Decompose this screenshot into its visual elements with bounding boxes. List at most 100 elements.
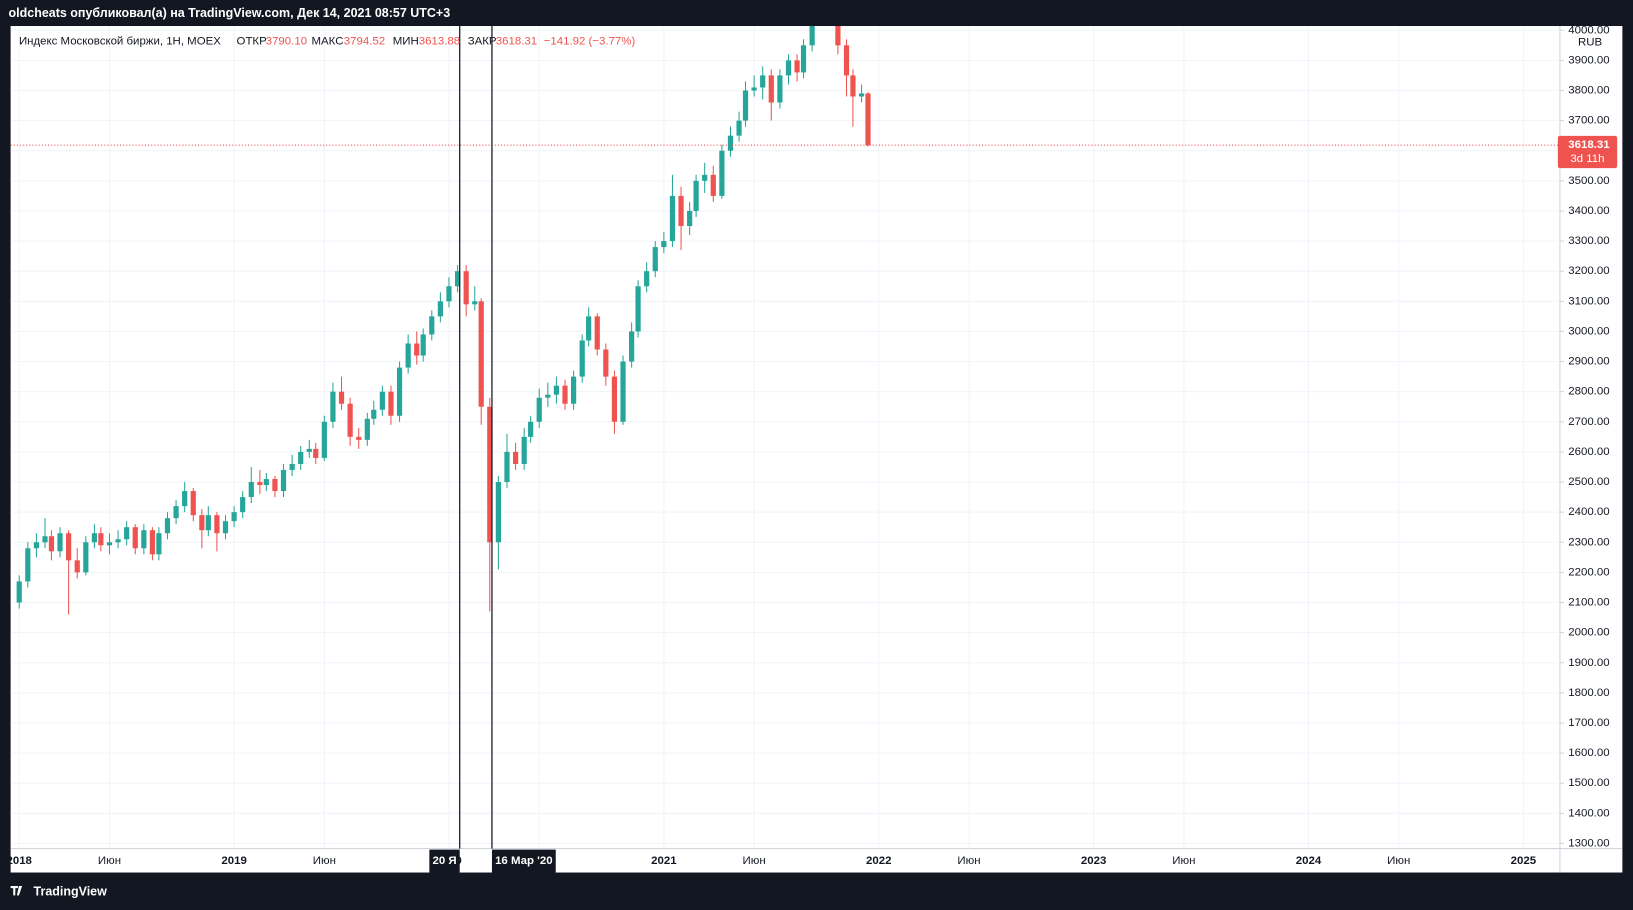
y-tick-label: 3700.00 bbox=[1568, 115, 1609, 127]
candle-body bbox=[719, 150, 725, 196]
y-tick-label: 2700.00 bbox=[1568, 416, 1609, 428]
candle-body bbox=[768, 75, 774, 103]
x-tick-label: Июн bbox=[957, 855, 980, 867]
y-tick-label: 1800.00 bbox=[1568, 687, 1609, 699]
candle-body bbox=[635, 286, 641, 332]
countdown-label: 3d 11h bbox=[1570, 153, 1604, 165]
candle-body bbox=[414, 343, 420, 356]
candle-body bbox=[751, 87, 757, 91]
candle-body bbox=[173, 506, 179, 519]
candle-body bbox=[25, 548, 31, 582]
candle-body bbox=[553, 385, 560, 395]
x-tick-label: 2024 bbox=[1296, 855, 1322, 867]
candle-body bbox=[48, 536, 55, 552]
candle-body bbox=[124, 527, 130, 540]
legend-value: 3794.52 bbox=[344, 36, 385, 48]
candle-body bbox=[843, 45, 850, 76]
candle-body bbox=[478, 301, 484, 407]
y-tick-label: 3200.00 bbox=[1568, 265, 1609, 277]
overlay: 3618.31 3d 11h 20 Я 16 Мар '20 bbox=[10, 26, 1618, 873]
candle-body bbox=[678, 195, 684, 227]
candle-body bbox=[727, 135, 734, 151]
x-tick-label: 2018 bbox=[6, 855, 32, 867]
y-tick-label: 1900.00 bbox=[1568, 657, 1609, 669]
candle-body bbox=[289, 463, 295, 470]
chart-area bbox=[10, 26, 1623, 873]
candle-body bbox=[190, 491, 196, 516]
y-tick-label: 1500.00 bbox=[1568, 777, 1609, 789]
candle-body bbox=[858, 93, 865, 97]
y-tick-label: 2000.00 bbox=[1568, 627, 1609, 639]
candle-body bbox=[579, 340, 585, 377]
footer-logo: TradingView bbox=[10, 885, 108, 899]
candle-body bbox=[420, 334, 426, 356]
x-tick-label: 2021 bbox=[651, 855, 677, 867]
candle-body bbox=[710, 174, 716, 196]
candle-body bbox=[74, 560, 80, 573]
candle-body bbox=[454, 271, 461, 287]
y-tick-label: 1600.00 bbox=[1568, 747, 1609, 759]
y-tick-label: 3100.00 bbox=[1568, 295, 1609, 307]
x-tick-label: Июн bbox=[98, 855, 121, 867]
y-tick-label: 2800.00 bbox=[1568, 386, 1609, 398]
candle-body bbox=[620, 361, 626, 422]
legend-label: ЗАКР bbox=[468, 36, 497, 48]
legend-change: −141.92 (−3.77%) bbox=[544, 36, 636, 48]
candle-body bbox=[736, 120, 742, 136]
crosshair-tag: 16 Мар '20 bbox=[491, 849, 556, 873]
candle-body bbox=[504, 451, 510, 483]
candle-body bbox=[347, 403, 353, 437]
candle-body bbox=[809, 26, 815, 46]
y-tick-label: 3300.00 bbox=[1568, 235, 1609, 247]
candle-body bbox=[66, 533, 72, 561]
candle-body bbox=[545, 394, 551, 398]
crosshair-label: 20 Я bbox=[432, 855, 456, 867]
candle-body bbox=[611, 376, 618, 422]
candle-body bbox=[865, 93, 871, 146]
x-tick-label: 2019 bbox=[221, 855, 246, 867]
candle-body bbox=[57, 533, 63, 552]
grid: 1300.00 1400.00 1500.00 1600.00 1700.00 1800.… bbox=[6, 24, 1609, 867]
candle-body bbox=[257, 482, 263, 486]
legend-value: 3618.31 bbox=[496, 36, 537, 48]
x-tick-label: 2025 bbox=[1511, 855, 1537, 867]
candle-body bbox=[83, 542, 89, 573]
candle-body bbox=[429, 316, 435, 335]
y-tick-label: 4000.00 bbox=[1568, 24, 1609, 36]
candle-body bbox=[702, 174, 708, 181]
candle-body bbox=[263, 479, 269, 486]
candle-body bbox=[115, 539, 121, 543]
candle-body bbox=[199, 515, 205, 531]
last-price-label: 3618.31 bbox=[1568, 139, 1610, 151]
candle-body bbox=[785, 60, 792, 76]
candle-body bbox=[298, 451, 304, 464]
candle-body bbox=[463, 271, 469, 305]
candle-body bbox=[629, 331, 635, 362]
candle-body bbox=[669, 195, 676, 242]
candle-body bbox=[164, 518, 171, 534]
candle-body bbox=[603, 349, 609, 377]
y-tick-label: 3000.00 bbox=[1568, 325, 1609, 337]
candle-body bbox=[437, 301, 443, 317]
x-tick-label: 2023 bbox=[1081, 855, 1106, 867]
footer-text: TradingView bbox=[34, 885, 108, 899]
legend-value: 3613.88 bbox=[419, 36, 460, 48]
legend-label: МИН bbox=[393, 36, 419, 48]
candle-body bbox=[149, 530, 156, 555]
candle-body bbox=[98, 533, 104, 546]
candle-body bbox=[586, 316, 592, 341]
candle-body bbox=[652, 247, 658, 272]
candle-body bbox=[794, 60, 800, 73]
candle-body bbox=[777, 75, 783, 103]
publish-info: oldcheats опубликовал(а) на TradingView.… bbox=[9, 6, 451, 20]
candle-body bbox=[446, 286, 452, 302]
crosshair-tag: 20 Я bbox=[429, 849, 460, 873]
candle-body bbox=[472, 301, 478, 305]
candle-body bbox=[364, 418, 370, 440]
candle-body bbox=[536, 397, 542, 422]
y-tick-label: 3400.00 bbox=[1568, 205, 1609, 217]
candle-body bbox=[141, 530, 147, 549]
candle-body bbox=[562, 385, 568, 404]
candle-body bbox=[495, 482, 502, 543]
